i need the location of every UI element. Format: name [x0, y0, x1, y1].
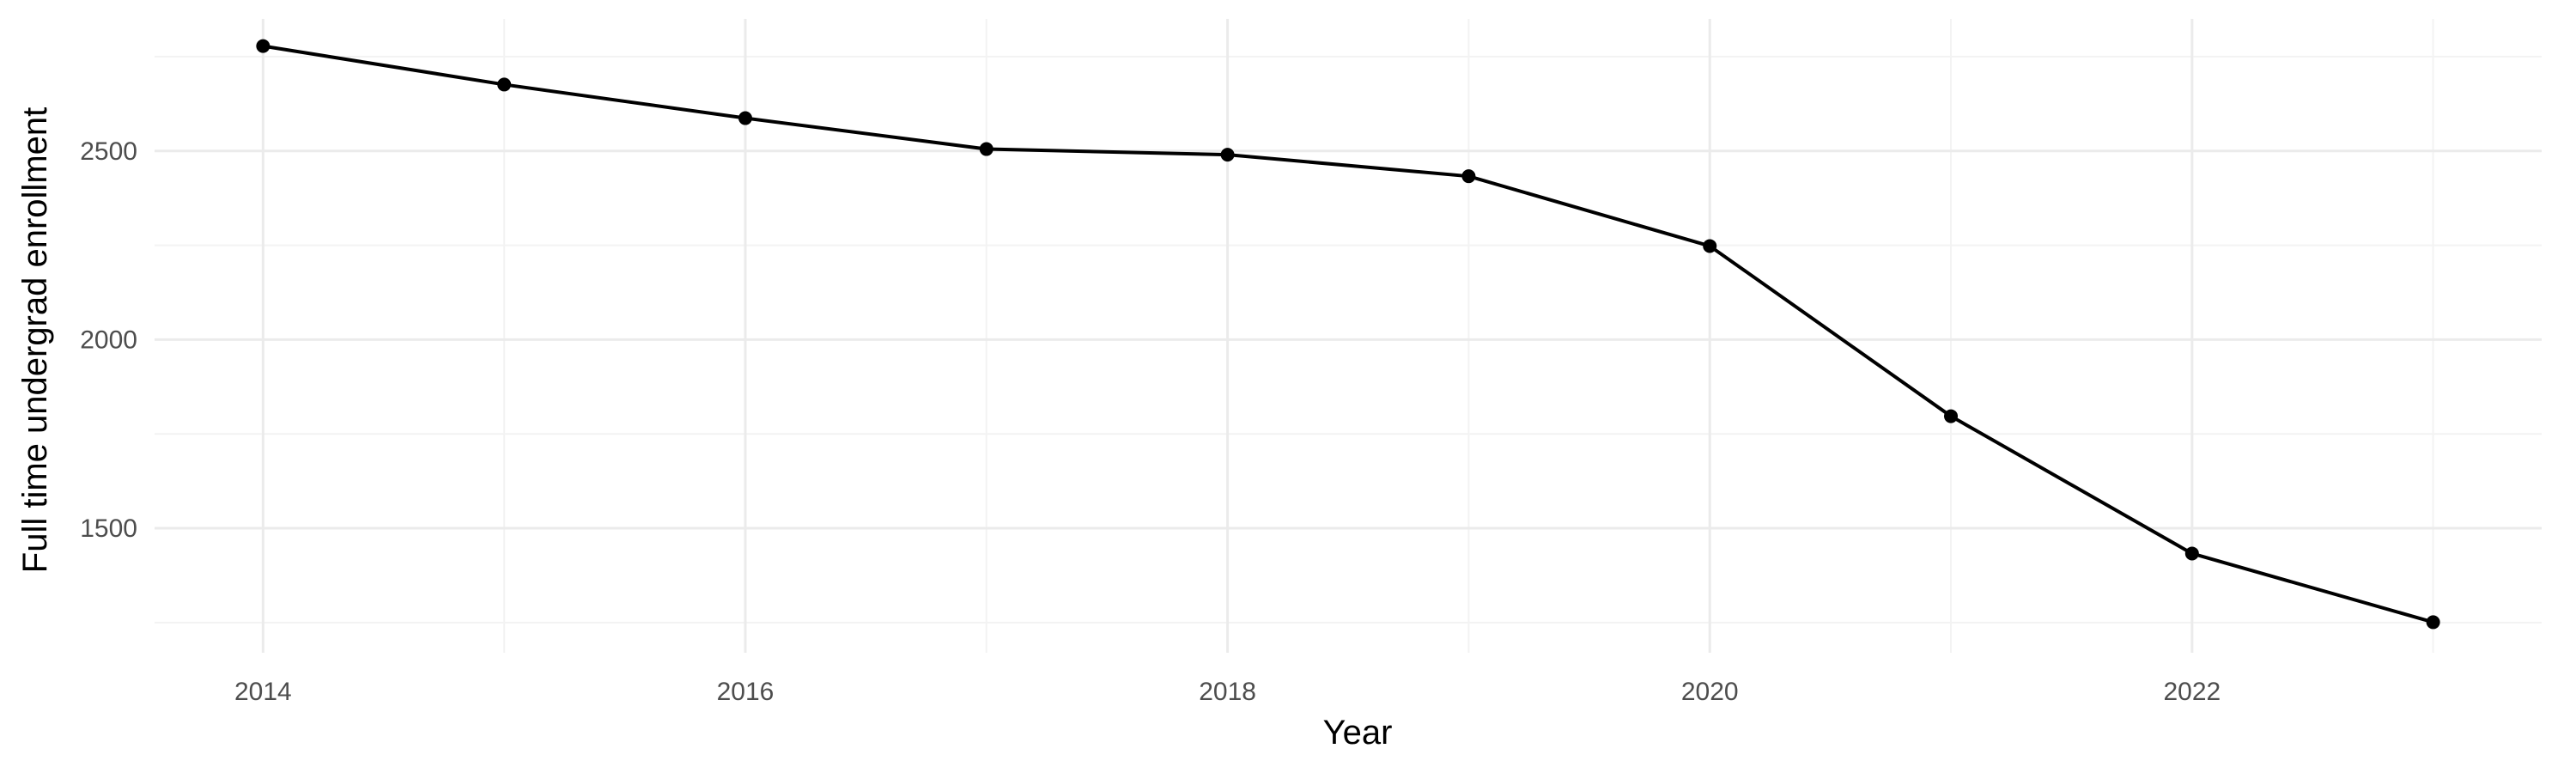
data-point [1461, 169, 1476, 184]
series-line [263, 44, 2434, 624]
data-point [2184, 546, 2199, 561]
y-tick-label: 1500 [80, 514, 137, 543]
series-layer [256, 39, 2440, 630]
y-tick-label: 2000 [80, 326, 137, 354]
y-axis-title: Full time undergrad enrollment [16, 107, 54, 573]
x-tick-labels: 2014 2016 2018 2020 2022 [234, 678, 2221, 706]
data-point [497, 77, 512, 92]
data-point [979, 142, 993, 156]
grid-lines [155, 19, 2542, 653]
data-point [738, 111, 752, 125]
x-axis-title: Year [1323, 714, 1393, 752]
data-point [2426, 615, 2440, 630]
x-tick-label: 2018 [1199, 678, 1256, 706]
y-tick-labels: 1500 2000 2500 [80, 137, 137, 543]
x-tick-label: 2016 [717, 678, 775, 706]
data-point [256, 39, 270, 53]
data-point [1944, 409, 1959, 423]
data-point [1220, 148, 1235, 162]
y-tick-label: 2500 [80, 137, 137, 166]
x-tick-label: 2020 [1681, 678, 1739, 706]
x-tick-label: 2022 [2163, 678, 2221, 706]
x-tick-label: 2014 [234, 678, 292, 706]
data-point [1703, 239, 1717, 253]
